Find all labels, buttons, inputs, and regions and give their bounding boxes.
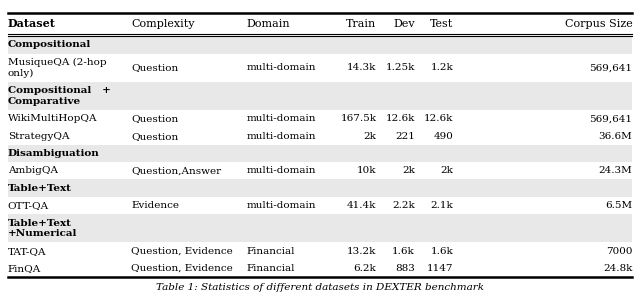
- Text: 1.6k: 1.6k: [430, 247, 453, 256]
- Text: 1.2k: 1.2k: [430, 63, 453, 72]
- Bar: [8, 128, 632, 145]
- Text: 10k: 10k: [357, 166, 376, 175]
- Text: Question, Evidence: Question, Evidence: [131, 247, 233, 256]
- Text: 7000: 7000: [606, 247, 632, 256]
- Text: WikiMultiHopQA: WikiMultiHopQA: [8, 115, 97, 123]
- Text: 6.2k: 6.2k: [353, 264, 376, 273]
- Text: 13.2k: 13.2k: [347, 247, 376, 256]
- Text: StrategyQA: StrategyQA: [8, 132, 69, 141]
- Text: Evidence: Evidence: [131, 201, 179, 210]
- Bar: [8, 179, 632, 197]
- Text: Financial: Financial: [246, 264, 295, 273]
- Text: Financial: Financial: [246, 247, 295, 256]
- Bar: [8, 162, 632, 179]
- Text: multi-domain: multi-domain: [246, 166, 316, 175]
- Text: TAT-QA: TAT-QA: [8, 247, 46, 256]
- Text: 221: 221: [395, 132, 415, 141]
- Text: 1.25k: 1.25k: [385, 63, 415, 72]
- Text: AmbigQA: AmbigQA: [8, 166, 58, 175]
- Text: Question,Answer: Question,Answer: [131, 166, 221, 175]
- Text: 36.6M: 36.6M: [598, 132, 632, 141]
- Text: 2.1k: 2.1k: [430, 201, 453, 210]
- Text: 2.2k: 2.2k: [392, 201, 415, 210]
- Bar: [8, 197, 632, 214]
- Text: Complexity: Complexity: [131, 19, 195, 29]
- Text: OTT-QA: OTT-QA: [8, 201, 49, 210]
- Text: 883: 883: [395, 264, 415, 273]
- Text: Disambiguation: Disambiguation: [8, 149, 99, 158]
- Text: Question, Evidence: Question, Evidence: [131, 264, 233, 273]
- Text: FinQA: FinQA: [8, 264, 41, 273]
- Text: Question: Question: [131, 115, 179, 123]
- Text: multi-domain: multi-domain: [246, 63, 316, 72]
- Text: 569,641: 569,641: [589, 63, 632, 72]
- Text: Compositional: Compositional: [8, 40, 91, 49]
- Text: 490: 490: [433, 132, 453, 141]
- Text: multi-domain: multi-domain: [246, 115, 316, 123]
- Text: Question: Question: [131, 63, 179, 72]
- Text: 1147: 1147: [427, 264, 453, 273]
- Text: Compositional   +
Comparative: Compositional + Comparative: [8, 86, 111, 106]
- Text: Table 1: Statistics of different datasets in DEXTER benchmark: Table 1: Statistics of different dataset…: [156, 283, 484, 292]
- Text: 2k: 2k: [440, 166, 453, 175]
- Bar: [8, 82, 632, 110]
- Text: Table+Text
+Numerical: Table+Text +Numerical: [8, 218, 77, 238]
- Text: 12.6k: 12.6k: [385, 115, 415, 123]
- Bar: [8, 260, 632, 277]
- Text: 14.3k: 14.3k: [347, 63, 376, 72]
- Text: Domain: Domain: [246, 19, 290, 29]
- Text: multi-domain: multi-domain: [246, 201, 316, 210]
- Bar: [8, 36, 632, 54]
- Text: Dataset: Dataset: [8, 18, 56, 29]
- Bar: [8, 54, 632, 82]
- Text: 24.8k: 24.8k: [603, 264, 632, 273]
- Text: 12.6k: 12.6k: [424, 115, 453, 123]
- Text: 24.3M: 24.3M: [598, 166, 632, 175]
- Bar: [8, 13, 632, 34]
- Text: 569,641: 569,641: [589, 115, 632, 123]
- Text: 6.5M: 6.5M: [605, 201, 632, 210]
- Text: 41.4k: 41.4k: [347, 201, 376, 210]
- Text: 167.5k: 167.5k: [340, 115, 376, 123]
- Text: 2k: 2k: [402, 166, 415, 175]
- Bar: [8, 110, 632, 128]
- Text: Corpus Size: Corpus Size: [564, 19, 632, 29]
- Bar: [8, 145, 632, 162]
- Text: Test: Test: [430, 19, 453, 29]
- Text: 2k: 2k: [364, 132, 376, 141]
- Text: Table+Text: Table+Text: [8, 184, 72, 193]
- Text: MusiqueQA (2-hop
only): MusiqueQA (2-hop only): [8, 58, 106, 78]
- Text: Dev: Dev: [393, 19, 415, 29]
- Text: 1.6k: 1.6k: [392, 247, 415, 256]
- Text: multi-domain: multi-domain: [246, 132, 316, 141]
- Text: Question: Question: [131, 132, 179, 141]
- Bar: [8, 242, 632, 260]
- Bar: [8, 214, 632, 242]
- Text: Train: Train: [346, 19, 376, 29]
